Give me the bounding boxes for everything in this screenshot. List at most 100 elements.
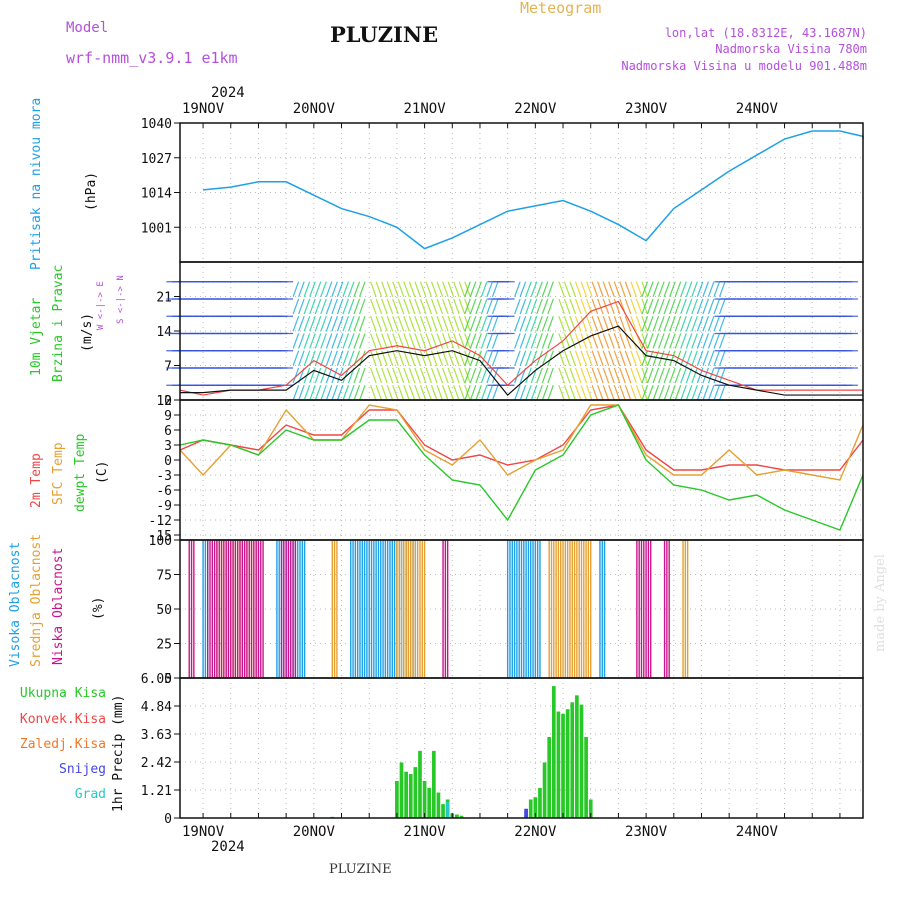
wind-arrow (646, 333, 654, 349)
wind-arrow (713, 316, 721, 332)
wind-arrow (386, 367, 394, 384)
total-precip-bar (427, 787, 432, 818)
wind-arrow (514, 316, 521, 332)
wind-arrow (491, 298, 499, 315)
wind-arrow (359, 385, 366, 401)
wind-arrow (718, 333, 726, 349)
footer-station: PLUZINE (329, 862, 392, 877)
wind-arrow (292, 367, 300, 384)
wind-arrow (419, 367, 427, 384)
wind-arrow (558, 385, 565, 401)
wind-arrow (309, 316, 316, 332)
wind-arrow (669, 333, 676, 349)
wind-arrow (541, 367, 549, 384)
wind-arrow (669, 385, 676, 401)
y-tick-label: -12 (149, 514, 172, 529)
wind-arrow (314, 350, 322, 366)
total-precip-bar (441, 804, 445, 818)
wind-arrow (525, 350, 532, 366)
wind-arrow (453, 385, 460, 401)
wind-arrow (707, 350, 715, 366)
wind-arrow (663, 333, 671, 349)
elevation-label: Nadmorska Visina 780m (715, 42, 867, 56)
total-precip-bar (565, 709, 570, 818)
total-precip-bar (528, 799, 533, 818)
wind-arrow (475, 333, 482, 349)
wind-arrow (641, 281, 649, 297)
wind-arrow (320, 316, 327, 332)
wind-arrow (680, 350, 687, 366)
wind-arrow (530, 316, 538, 332)
y-tick-label: 75 (156, 569, 172, 584)
y-tick-label: 25 (156, 638, 172, 653)
wind-arrow (453, 367, 460, 384)
wind-arrow (574, 333, 582, 349)
wind-arrow (430, 281, 438, 297)
wind-arrow (580, 316, 588, 332)
wind-arrow (635, 385, 643, 401)
wind-arrow (491, 281, 499, 297)
wind-arrow (569, 385, 576, 401)
wind-arrow (353, 385, 361, 401)
wind-arrow (541, 333, 549, 349)
wind-arrow (718, 385, 726, 401)
wind-arrow (486, 367, 493, 384)
wind-arrow (602, 333, 610, 349)
wind-arrow (331, 281, 338, 297)
wind-arrow (602, 316, 610, 332)
wind-arrow (298, 350, 305, 366)
wind-arrow (298, 316, 305, 332)
wind-arrow (519, 298, 527, 315)
wind-arrow (469, 367, 477, 384)
wind-arrow (458, 385, 466, 401)
wind-arrow (547, 350, 554, 366)
wind-arrow (442, 298, 449, 315)
wind-arrow (624, 298, 632, 315)
wind-arrow (347, 298, 355, 315)
wind-arrow (353, 281, 361, 297)
pressure-line (203, 130, 864, 250)
wind-arrow (530, 385, 538, 401)
wind-arrow (469, 333, 477, 349)
total-precip-bar (418, 750, 422, 818)
wind-arrow (580, 281, 588, 297)
wind-arrow (314, 316, 322, 332)
wind-arrow (624, 385, 632, 401)
wind-arrow (674, 298, 682, 315)
wind-arrow (336, 385, 344, 401)
wind-arrow (370, 316, 377, 332)
wind-arrow (613, 298, 621, 315)
wind-arrow (597, 298, 604, 315)
wind-arrow (702, 350, 709, 366)
wind-arrow (635, 298, 643, 315)
wind-arrow (696, 333, 704, 349)
wind-arrow (586, 316, 593, 332)
wind-arrow (303, 316, 311, 332)
wind-arrow (442, 281, 449, 297)
wind-arrow (469, 281, 477, 297)
wind-arrow (669, 298, 676, 315)
wind-arrows (166, 281, 858, 401)
wind-arrow (646, 316, 654, 332)
wind-arrow (453, 316, 460, 332)
wind-arrow (397, 281, 405, 297)
wind-arrow (386, 281, 394, 297)
y-tick-label: 14 (156, 325, 172, 340)
total-precip-bar (588, 799, 593, 818)
wind-arrow (314, 281, 322, 297)
wind-arrow (558, 281, 565, 297)
wind-arrow (674, 281, 682, 297)
wind-arrow (586, 385, 593, 401)
wind-arrow (696, 316, 704, 332)
wind-arrow (442, 350, 449, 366)
wind-arrow (713, 385, 721, 401)
wind-arrow (392, 316, 399, 332)
wind-arrow (320, 281, 327, 297)
wind-arrow (547, 298, 554, 315)
wind-arrow (630, 385, 637, 401)
wind-arrow (370, 333, 377, 349)
wind-arrow (447, 350, 455, 366)
year-top: 2024 (211, 85, 245, 101)
wind-arrow (658, 281, 665, 297)
wind-arrow (469, 316, 477, 332)
